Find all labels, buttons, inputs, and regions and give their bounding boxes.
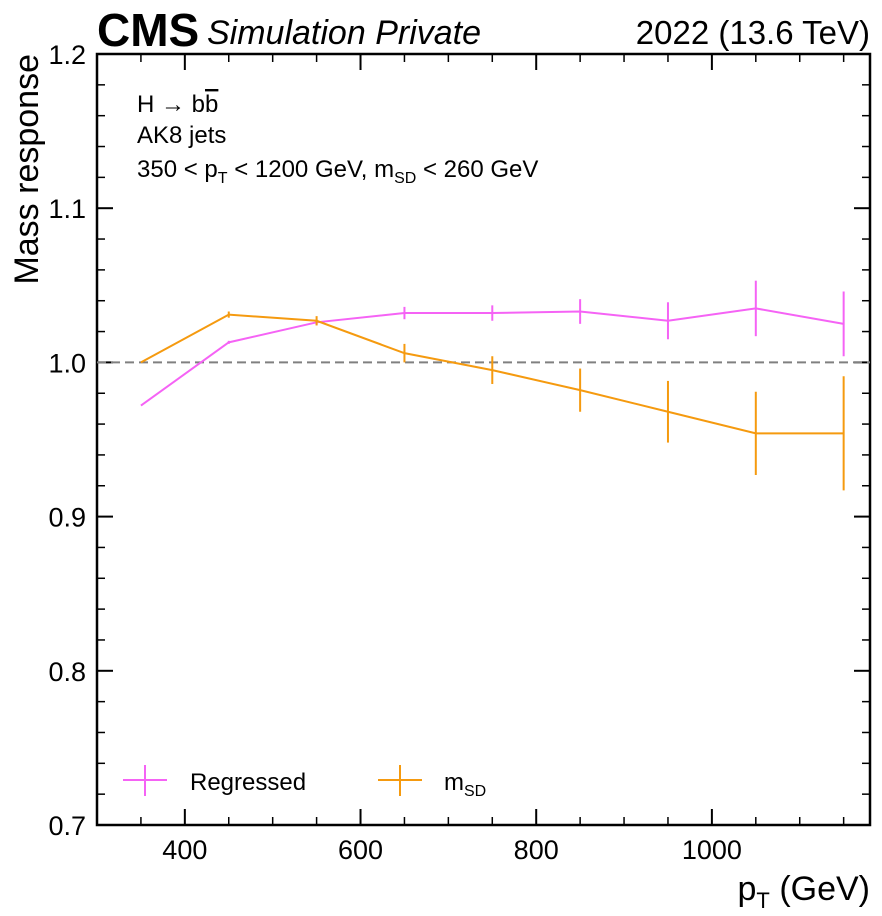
axis-ticks — [96, 53, 870, 826]
legend-label-regressed: Regressed — [190, 769, 306, 796]
series-msd — [140, 311, 845, 491]
x-tick-labels: 400 600 800 1000 — [162, 835, 742, 865]
x-tick-label: 800 — [514, 835, 559, 865]
x-axis-label: pT (GeV) — [738, 870, 871, 913]
tag-label: Simulation Private — [207, 14, 481, 52]
x-tick-label: 600 — [338, 835, 383, 865]
cuts-annotation: 350 < pT < 1200 GeV, mSD < 260 GeV — [137, 156, 538, 187]
y-tick-label: 1.2 — [48, 40, 86, 70]
y-tick-label: 0.8 — [48, 657, 86, 687]
series-regressed — [140, 280, 845, 407]
legend-item-regressed: Regressed — [123, 765, 306, 796]
y-tick-labels: 0.7 0.8 0.9 1.0 1.1 1.2 — [48, 40, 86, 841]
plot-frame — [95, 52, 872, 827]
x-tick-label: 1000 — [682, 835, 742, 865]
lumi-label: 2022 (13.6 TeV) — [636, 14, 870, 51]
y-axis-label: Mass response — [8, 54, 46, 285]
bbar-b: b — [205, 91, 218, 118]
y-tick-label: 1.1 — [48, 194, 86, 224]
experiment-label: CMS — [97, 4, 199, 56]
jets-annotation: AK8 jets — [137, 122, 226, 149]
y-tick-label: 0.9 — [48, 503, 86, 533]
process-annotation: H → bb — [137, 91, 218, 118]
legend-item-msd: mSD — [378, 765, 486, 800]
y-tick-label: 1.0 — [48, 348, 86, 378]
legend: Regressed mSD — [123, 765, 486, 800]
y-tick-label: 0.7 — [48, 811, 86, 841]
legend-label-msd: mSD — [444, 769, 486, 800]
x-tick-label: 400 — [162, 835, 207, 865]
series-layer — [140, 280, 845, 491]
